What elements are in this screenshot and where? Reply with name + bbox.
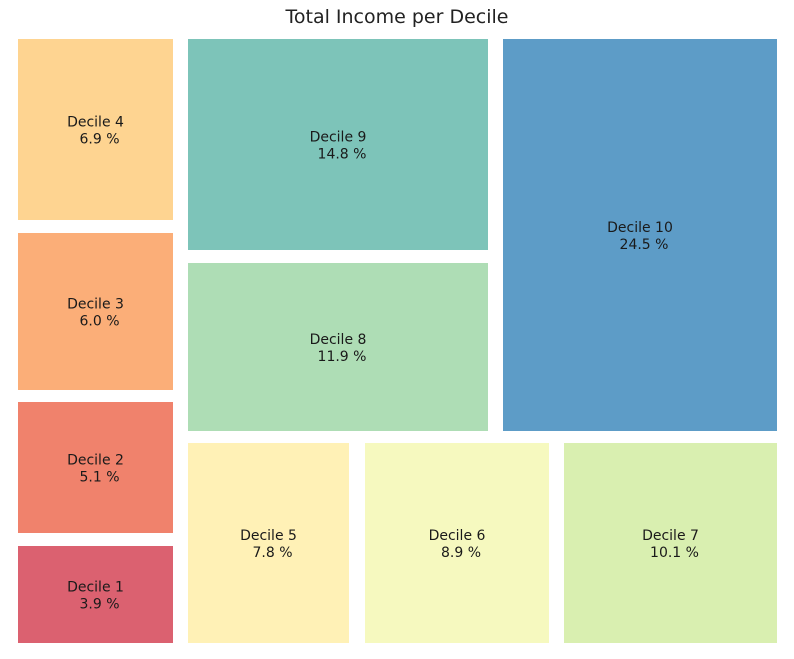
tile-name: Decile 7 xyxy=(642,528,699,544)
tile-name: Decile 6 xyxy=(429,528,486,544)
tile-decile-5 xyxy=(188,443,349,643)
tile-decile-10 xyxy=(503,39,777,431)
tile-name: Decile 2 xyxy=(67,453,124,469)
tile-value: 14.8 % xyxy=(318,147,367,163)
tile-decile-9 xyxy=(188,39,488,250)
tile-label-decile-8: Decile 8 11.9 % xyxy=(310,332,367,365)
tile-name: Decile 4 xyxy=(67,115,124,131)
tile-decile-8 xyxy=(188,263,488,431)
tile-value: 24.5 % xyxy=(620,237,669,253)
tile-label-decile-5: Decile 5 7.8 % xyxy=(240,528,297,561)
tile-decile-1 xyxy=(18,546,173,643)
tile-label-decile-3: Decile 3 6.0 % xyxy=(67,297,124,330)
tile-label-decile-4: Decile 4 6.9 % xyxy=(67,115,124,148)
tile-decile-6 xyxy=(365,443,549,643)
tile-name: Decile 5 xyxy=(240,528,297,544)
tile-label-decile-1: Decile 1 3.9 % xyxy=(67,580,124,613)
tile-decile-7 xyxy=(564,443,777,643)
tile-name: Decile 10 xyxy=(607,220,673,236)
tile-value: 6.9 % xyxy=(79,132,119,148)
tile-name: Decile 1 xyxy=(67,580,124,596)
tile-value: 8.9 % xyxy=(441,545,481,561)
tile-label-decile-9: Decile 9 14.8 % xyxy=(310,130,367,163)
tile-value: 6.0 % xyxy=(79,314,119,330)
tile-value: 11.9 % xyxy=(318,349,367,365)
tile-label-decile-10: Decile 10 24.5 % xyxy=(607,220,673,253)
tile-value: 3.9 % xyxy=(79,597,119,613)
tile-label-decile-6: Decile 6 8.9 % xyxy=(429,528,486,561)
tile-decile-4 xyxy=(18,39,173,220)
tile-name: Decile 3 xyxy=(67,297,124,313)
tile-decile-2 xyxy=(18,402,173,533)
tile-label-decile-2: Decile 2 5.1 % xyxy=(67,453,124,486)
tile-value: 10.1 % xyxy=(650,545,699,561)
tile-name: Decile 9 xyxy=(310,130,367,146)
tile-value: 7.8 % xyxy=(252,545,292,561)
tile-value: 5.1 % xyxy=(79,470,119,486)
tile-label-decile-7: Decile 7 10.1 % xyxy=(642,528,699,561)
tile-name: Decile 8 xyxy=(310,332,367,348)
tile-decile-3 xyxy=(18,233,173,390)
chart-title: Total Income per Decile xyxy=(285,6,509,28)
